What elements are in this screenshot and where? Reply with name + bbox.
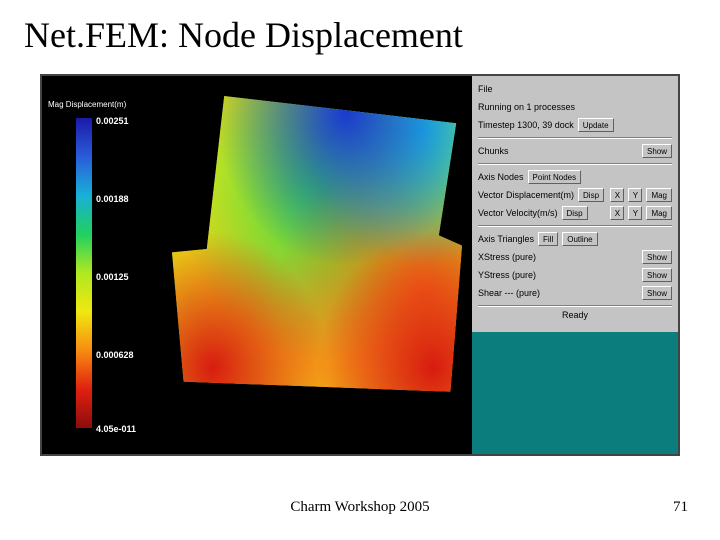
ystress-label: YStress (pure) bbox=[478, 270, 536, 280]
footer-center: Charm Workshop 2005 bbox=[0, 499, 720, 516]
shear-show-button[interactable]: Show bbox=[642, 286, 672, 300]
triangles-label: Axis Triangles bbox=[478, 234, 534, 244]
chunks-show-button[interactable]: Show bbox=[642, 144, 672, 158]
disp-button[interactable]: Disp bbox=[578, 188, 604, 202]
file-menu[interactable]: File bbox=[478, 84, 493, 94]
timestep-label: Timestep 1300, 39 dock bbox=[478, 120, 574, 130]
divider bbox=[478, 305, 672, 307]
x-button[interactable]: X bbox=[610, 188, 624, 202]
divider bbox=[478, 225, 672, 227]
field-label: Mag Displacement(m) bbox=[48, 100, 126, 109]
colorbar-tick: 4.05e-011 bbox=[96, 424, 136, 434]
nodes-label: Axis Nodes bbox=[478, 172, 524, 182]
xstress-label: XStress (pure) bbox=[478, 252, 536, 262]
vel-y-button[interactable]: Y bbox=[628, 206, 642, 220]
slide-title: Net.FEM: Node Displacement bbox=[24, 14, 463, 56]
shear-label: Shear --- (pure) bbox=[478, 288, 540, 298]
chunks-label: Chunks bbox=[478, 146, 509, 156]
colorbar-tick: 0.00188 bbox=[96, 194, 129, 204]
running-label: Running on 1 processes bbox=[478, 102, 575, 112]
vel-disp-button[interactable]: Disp bbox=[562, 206, 588, 220]
ystress-show-button[interactable]: Show bbox=[642, 268, 672, 282]
colorbar-tick: 0.00251 bbox=[96, 116, 129, 126]
desktop-background bbox=[472, 332, 678, 454]
fill-button[interactable]: Fill bbox=[538, 232, 558, 246]
vel-x-button[interactable]: X bbox=[610, 206, 624, 220]
page-number: 71 bbox=[673, 499, 688, 516]
visualization-pane: Mag Displacement(m) 0.00251 0.00188 0.00… bbox=[42, 76, 472, 454]
divider bbox=[478, 137, 672, 139]
mag-button[interactable]: Mag bbox=[646, 188, 672, 202]
xstress-show-button[interactable]: Show bbox=[642, 250, 672, 264]
vec-vel-label: Vector Velocity(m/s) bbox=[478, 208, 558, 218]
y-button[interactable]: Y bbox=[628, 188, 642, 202]
colorbar-tick: 0.000628 bbox=[96, 350, 134, 360]
colorbar bbox=[76, 118, 92, 428]
update-button[interactable]: Update bbox=[578, 118, 614, 132]
vel-mag-button[interactable]: Mag bbox=[646, 206, 672, 220]
fem-mesh bbox=[172, 96, 462, 436]
colorbar-tick: 0.00125 bbox=[96, 272, 129, 282]
vec-disp-label: Vector Displacement(m) bbox=[478, 190, 574, 200]
status-ready: Ready bbox=[478, 310, 672, 320]
divider bbox=[478, 163, 672, 165]
outline-button[interactable]: Outline bbox=[562, 232, 597, 246]
control-panel: File Running on 1 processes Timestep 130… bbox=[472, 76, 678, 332]
screenshot-figure: Mag Displacement(m) 0.00251 0.00188 0.00… bbox=[40, 74, 680, 456]
point-nodes-button[interactable]: Point Nodes bbox=[528, 170, 582, 184]
